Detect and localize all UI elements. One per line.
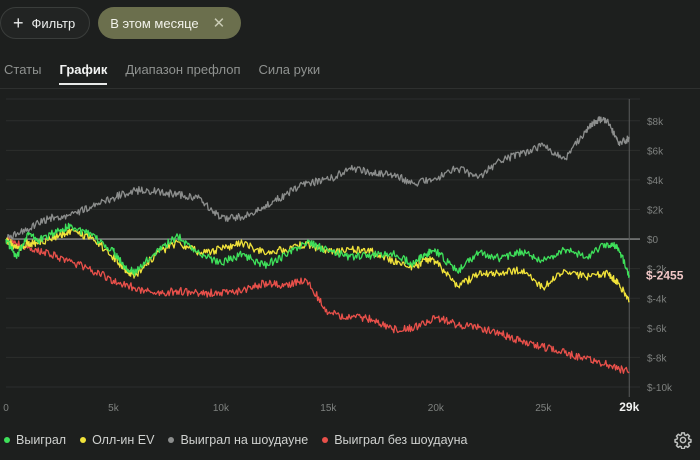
chart-legend: Выиграл Олл-ин EV Выиграл на шоудауне Вы… xyxy=(4,433,468,447)
x-tick-label: 25k xyxy=(535,403,552,414)
legend-dot-allin-ev xyxy=(80,437,87,443)
x-axis: 0 5k 10k 15k 20k 25k 29k xyxy=(3,400,639,414)
chart-series xyxy=(5,116,630,374)
close-icon[interactable]: ✕ xyxy=(212,15,226,32)
legend-label-allin-ev: Олл-ин EV xyxy=(92,433,155,447)
y-tick-label: $4k xyxy=(647,176,664,187)
y-tick-label: $2k xyxy=(647,206,664,217)
tab-graph[interactable]: График xyxy=(59,62,108,85)
results-chart[interactable]: $8k $6k $4k $2k $0 $-2k $-4k $-6k $-8k $-10k 0 5k 1… xyxy=(0,95,700,420)
x-end-label: 29k xyxy=(619,400,639,414)
tab-bar: Статы График Диапазон префлоп Сила руки xyxy=(4,62,320,85)
current-value-label: $-2455 xyxy=(646,268,684,282)
y-tick-label: $0 xyxy=(647,235,659,246)
tab-preflop-range[interactable]: Диапазон префлоп xyxy=(125,62,241,77)
tab-divider xyxy=(0,88,700,89)
filter-button-label: Фильтр xyxy=(31,15,76,31)
tab-hand-strength[interactable]: Сила руки xyxy=(258,62,321,77)
y-tick-label: $-6k xyxy=(647,324,667,335)
legend-item-won[interactable]: Выиграл xyxy=(4,433,66,447)
y-tick-label: $-10k xyxy=(647,383,673,394)
legend-item-showdown[interactable]: Выиграл на шоудауне xyxy=(168,433,308,447)
series-line-allin_ev xyxy=(5,228,630,303)
x-tick-label: 5k xyxy=(108,403,120,414)
legend-label-won: Выиграл xyxy=(16,433,67,447)
filter-button[interactable]: + Фильтр xyxy=(0,7,91,39)
x-tick-label: 15k xyxy=(320,403,337,414)
chart-grid xyxy=(6,98,640,397)
legend-dot-won xyxy=(4,437,10,443)
y-tick-label: $8k xyxy=(647,117,664,128)
y-tick-label: $-8k xyxy=(647,353,667,364)
period-filter-chip[interactable]: В этом месяце ✕ xyxy=(98,7,242,39)
y-axis: $8k $6k $4k $2k $0 $-2k $-4k $-6k $-8k $-10k xyxy=(647,117,673,394)
series-line-won xyxy=(5,222,630,279)
x-tick-label: 20k xyxy=(428,403,445,414)
y-tick-label: $6k xyxy=(647,146,664,157)
legend-label-non-showdown: Выиграл без шоудауна xyxy=(334,433,468,447)
series-line-non_showdown xyxy=(5,236,630,374)
toolbar: + Фильтр В этом месяце ✕ xyxy=(0,7,242,39)
y-tick-label: $-4k xyxy=(647,294,667,305)
plus-icon: + xyxy=(13,12,24,33)
legend-dot-showdown xyxy=(168,437,175,443)
x-tick-label: 0 xyxy=(3,403,9,414)
y-tick-label: $-2k xyxy=(647,265,667,276)
tab-stats[interactable]: Статы xyxy=(4,62,42,77)
legend-item-non-showdown[interactable]: Выиграл без шоудауна xyxy=(322,433,468,447)
period-filter-label: В этом месяце xyxy=(110,15,199,31)
legend-label-showdown: Выиграл на шоудауне xyxy=(180,433,309,447)
series-line-showdown xyxy=(5,116,630,243)
legend-item-allin-ev[interactable]: Олл-ин EV xyxy=(80,433,154,447)
legend-dot-non-showdown xyxy=(322,437,329,443)
settings-gear-icon[interactable] xyxy=(674,431,692,449)
x-tick-label: 10k xyxy=(213,403,230,414)
